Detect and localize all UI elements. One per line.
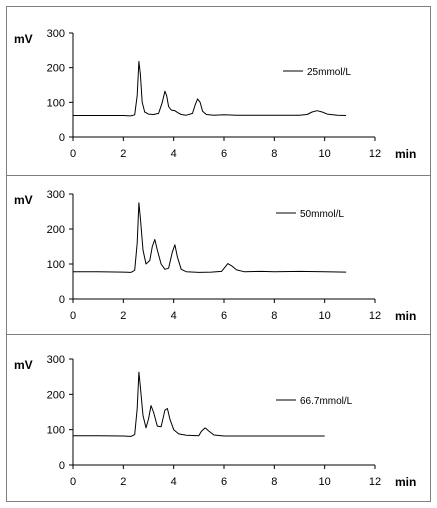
y-tick-label: 0 [59,460,65,472]
x-tick-label: 12 [369,476,381,488]
x-axis-label: min [395,475,416,489]
y-tick-label: 200 [47,389,65,401]
x-tick-label: 2 [120,148,126,160]
y-tick-label: 300 [47,354,65,366]
x-tick-label: 10 [319,476,331,488]
legend-label: 66.7mmol/L [300,396,353,407]
outer-frame [6,6,431,502]
legend-label: 50mmol/L [300,209,344,220]
chart-panel-2: 0 100 200 300 0 2 4 6 8 10 12 mV min 50mmol/L [14,189,416,323]
chart-panel-1: 0 100 200 300 0 2 4 6 8 10 12 mV min 25mmol/L [14,28,416,161]
x-tick-label: 0 [70,476,76,488]
x-tick-label: 12 [369,148,381,160]
x-tick-label: 4 [171,476,177,488]
y-tick-label: 300 [47,28,65,40]
y-tick-label: 100 [47,97,65,109]
x-tick-label: 2 [120,310,126,322]
y-axis-label: mV [14,358,33,372]
y-axis-label: mV [14,193,33,207]
x-tick-label: 10 [319,310,331,322]
y-tick-label: 100 [47,259,65,271]
x-axis-label: min [395,147,416,161]
x-tick-label: 6 [221,476,227,488]
x-tick-label: 6 [221,148,227,160]
y-tick-label: 200 [47,63,65,75]
y-tick-label: 300 [47,189,65,201]
x-tick-label: 0 [70,310,76,322]
x-tick-label: 8 [271,310,277,322]
chart-panel-3: 0 100 200 300 0 2 4 6 8 10 12 mV min 66.7mmol/L [14,354,416,489]
y-tick-label: 200 [47,224,65,236]
x-tick-label: 4 [171,148,177,160]
x-tick-label: 0 [70,148,76,160]
y-tick-label: 0 [59,132,65,144]
x-tick-label: 6 [221,310,227,322]
x-tick-label: 10 [319,148,331,160]
series-line-3 [73,371,325,437]
y-tick-label: 100 [47,425,65,437]
legend-label: 25mmol/L [307,67,351,78]
x-axis-label: min [395,309,416,323]
y-tick-label: 0 [59,294,65,306]
x-tick-label: 12 [369,310,381,322]
x-tick-label: 8 [271,148,277,160]
x-tick-label: 4 [171,310,177,322]
x-tick-label: 2 [120,476,126,488]
series-line-2 [73,202,347,273]
x-tick-label: 8 [271,476,277,488]
series-line-1 [73,60,347,117]
y-axis-label: mV [14,32,33,46]
